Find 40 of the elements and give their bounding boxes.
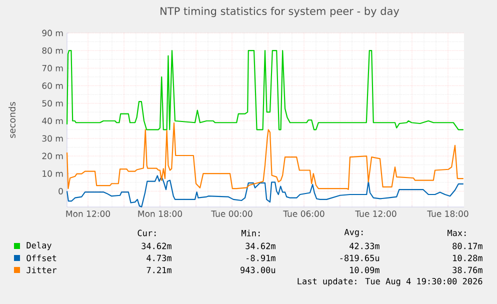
x-tick-label: Tue 00:00 [211,210,252,217]
text: 42.33m [350,242,380,250]
text: -8.91m [246,254,276,262]
y-tick-label: 40 m [42,118,63,124]
text: 10.28m [453,254,482,262]
y-tick-label: 80 m [42,47,63,54]
text: Last update: Tue Aug 4 19:30:00 2026 [298,278,482,286]
text: 10.09m [350,266,380,274]
text: 34.62m [246,242,276,250]
x-tick-label: Tue 12:00 [355,210,396,217]
text: 38.76m [452,266,482,274]
text: Max: [448,230,466,236]
chart-title: NTP timing statistics for system peer - by day [160,6,400,18]
line-series [66,50,464,130]
y-tick-label: 30 m [42,135,63,142]
text: Cur: [138,230,156,236]
text: 4.73m [146,254,172,262]
y-tick-label: 50 m [42,100,63,107]
y-tick-label: 0 [58,188,63,194]
text: 34.62m [142,242,172,250]
y-tick-label: 70 m [42,64,63,72]
y-axis-title: seconds [8,102,16,138]
text: Avg: [344,228,363,237]
legend-label: Jitter [26,266,57,274]
text: 943.00u [240,266,276,274]
text: Min: [242,230,260,236]
y-tick-label: 20 m [42,152,63,160]
y-tick-label: 10 m [42,170,63,177]
text: 80.17m [452,242,482,250]
x-tick-label: Mon 12:00 [66,210,110,217]
x-tick-label: Tue 18:00 [427,210,468,217]
text: 7.21m [146,266,172,274]
legend-label: Offset [26,254,56,262]
line-series [66,122,464,190]
legend-label: Delay [26,242,52,250]
x-tick-label: Tue 06:00 [283,210,324,217]
x-tick-label: Mon 18:00 [138,210,182,217]
y-tick-label: 90 m [42,30,63,36]
text: -819.65u [340,254,380,262]
y-tick-label: 60 m [42,82,63,89]
